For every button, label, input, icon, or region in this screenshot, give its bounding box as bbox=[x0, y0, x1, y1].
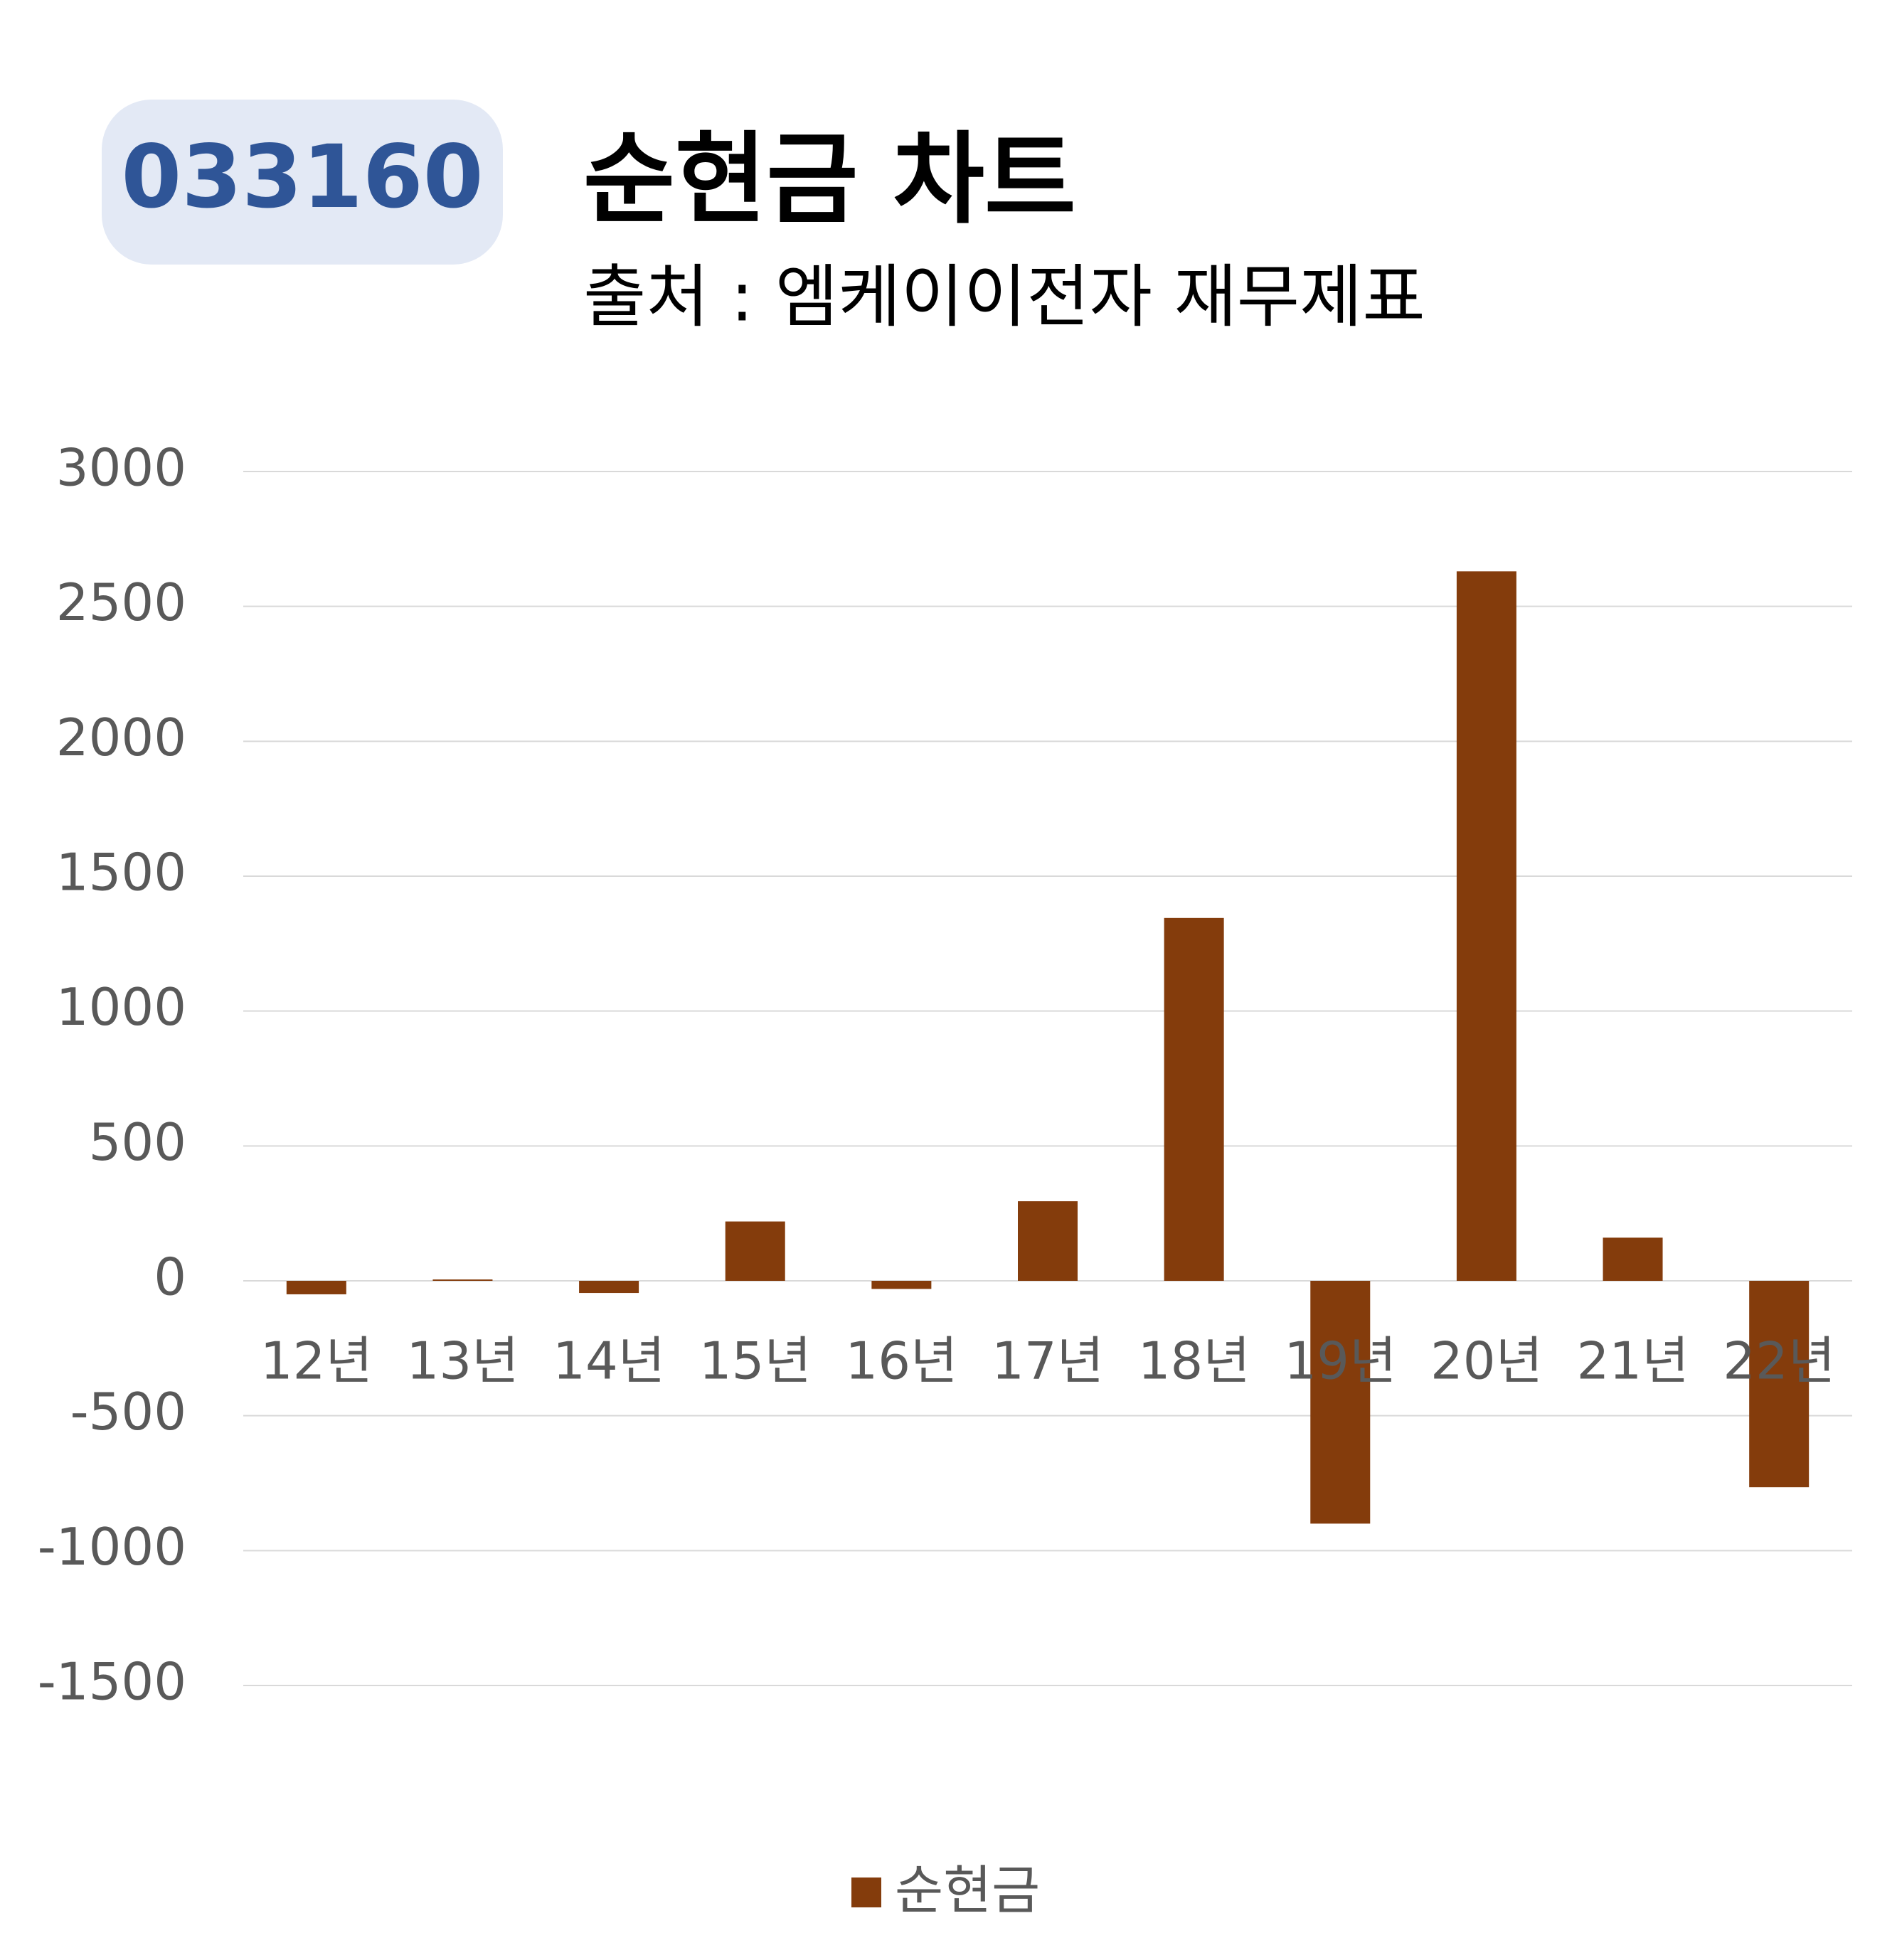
legend-label: 순현금 bbox=[895, 1860, 1040, 1922]
bar bbox=[1603, 1237, 1663, 1281]
x-tick-label: 18년 bbox=[1138, 1331, 1250, 1391]
y-tick-label: 2000 bbox=[56, 708, 186, 767]
x-tick-label: 19년 bbox=[1284, 1331, 1396, 1391]
y-tick-label: 2500 bbox=[56, 572, 186, 632]
y-tick-label: -1000 bbox=[38, 1517, 186, 1577]
bar bbox=[432, 1279, 493, 1281]
x-tick-label: 15년 bbox=[699, 1331, 812, 1391]
x-tick-label: 14년 bbox=[553, 1331, 665, 1391]
bar bbox=[1018, 1201, 1078, 1281]
bar bbox=[1456, 571, 1516, 1281]
chart-title: 순현금 차트 bbox=[583, 122, 1076, 238]
bar bbox=[1310, 1281, 1371, 1524]
bar bbox=[286, 1281, 346, 1294]
x-tick-label: 21년 bbox=[1577, 1331, 1689, 1391]
y-tick-label: -500 bbox=[70, 1382, 186, 1442]
legend-swatch bbox=[851, 1878, 881, 1907]
bar bbox=[579, 1281, 639, 1294]
chart-subtitle: 출처 : 엠케이이전자 재무제표 bbox=[583, 257, 1425, 336]
y-tick-label: 3000 bbox=[56, 438, 186, 498]
badge-bg bbox=[102, 100, 503, 265]
y-tick-label: -1500 bbox=[38, 1652, 186, 1712]
bar bbox=[725, 1221, 785, 1281]
x-tick-label: 22년 bbox=[1723, 1331, 1835, 1391]
x-tick-label: 12년 bbox=[260, 1331, 373, 1391]
y-tick-label: 1000 bbox=[56, 977, 186, 1037]
bar bbox=[1164, 917, 1224, 1281]
x-tick-label: 13년 bbox=[407, 1331, 519, 1391]
y-tick-label: 1500 bbox=[56, 843, 186, 902]
badge: 033160 bbox=[121, 127, 483, 228]
x-tick-label: 20년 bbox=[1430, 1331, 1543, 1391]
x-tick-label: 17년 bbox=[992, 1331, 1104, 1391]
y-tick-label: 500 bbox=[89, 1112, 186, 1172]
x-tick-label: 16년 bbox=[845, 1331, 957, 1391]
bar bbox=[871, 1281, 932, 1289]
bar bbox=[1749, 1281, 1810, 1488]
y-tick-label: 0 bbox=[154, 1247, 186, 1307]
